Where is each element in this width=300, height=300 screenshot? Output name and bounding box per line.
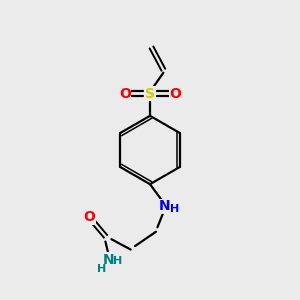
Text: H: H xyxy=(113,256,122,266)
Text: O: O xyxy=(83,210,95,224)
Text: O: O xyxy=(119,86,131,100)
Text: O: O xyxy=(169,86,181,100)
Text: N: N xyxy=(103,253,114,267)
Text: H: H xyxy=(170,204,179,214)
Text: H: H xyxy=(97,264,106,274)
Text: N: N xyxy=(159,200,171,214)
Text: S: S xyxy=(145,86,155,100)
